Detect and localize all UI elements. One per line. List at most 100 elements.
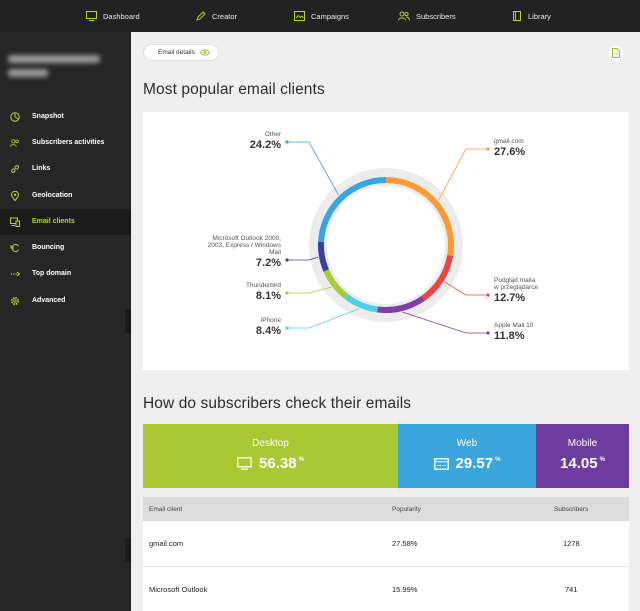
cell-email-client: gmail.com <box>149 539 184 548</box>
device-unit: % <box>298 456 304 463</box>
sidebar-collapse-handle[interactable] <box>125 309 131 333</box>
slice-leader-dot <box>486 293 490 297</box>
nav-campaigns-label: Campaigns <box>311 11 349 21</box>
donut-slice[interactable] <box>344 293 378 313</box>
device-unit: % <box>599 456 605 463</box>
nav-library-label: Library <box>528 11 551 21</box>
slice-label: gmail.com <box>494 138 524 145</box>
link-icon <box>11 165 19 173</box>
monitor-icon <box>237 457 252 470</box>
email-details-label: Email details <box>158 49 195 56</box>
sidebar: Snapshot Subscribers activities Links Ge… <box>0 32 131 611</box>
document-icon <box>612 48 620 58</box>
sidebar-item-email-clients[interactable]: Email clients <box>0 209 131 235</box>
sidebar-item-bouncing[interactable]: Bouncing <box>0 235 131 261</box>
slice-value-label: 8.4% <box>256 325 281 337</box>
slice-value-label: 24.2% <box>250 139 281 151</box>
device-box-web: Web 29.57% <box>398 424 536 488</box>
device-label: Desktop <box>252 438 289 449</box>
donut-slice[interactable] <box>377 295 425 313</box>
email-details-button[interactable]: Email details <box>143 44 219 61</box>
donut-slice[interactable] <box>318 177 387 242</box>
nav-creator-label: Creator <box>212 11 238 21</box>
slice-label: Podgląd maila w przeglądarce <box>493 277 538 291</box>
slice-leader-dot <box>285 258 289 262</box>
export-button[interactable] <box>609 46 623 60</box>
sidebar-item-label: Email clients <box>32 218 75 225</box>
sidebar-item-geolocation[interactable]: Geolocation <box>0 183 131 209</box>
table-row[interactable]: Microsoft Outlook 15.99% 741 <box>143 567 629 611</box>
table-header: Email client Popularity Subscribers <box>143 497 629 521</box>
sidebar-item-snapshot[interactable]: Snapshot <box>0 104 131 130</box>
users-icon <box>398 11 410 21</box>
nav-creator[interactable]: Creator <box>196 0 237 32</box>
cell-subscribers: 1278 <box>563 539 580 548</box>
nav-dashboard-label: Dashboard <box>103 11 140 21</box>
monitor-icon <box>86 11 97 21</box>
pie-icon <box>10 112 20 122</box>
sidebar-item-label: Bouncing <box>32 244 65 251</box>
nav-library[interactable]: Library <box>512 0 551 32</box>
browser-icon <box>433 457 449 470</box>
donut-slice[interactable] <box>318 241 329 272</box>
column-header-popularity[interactable]: Popularity <box>392 505 421 513</box>
sidebar-item-advanced[interactable]: Advanced <box>0 288 131 314</box>
main-content: Email details Most popular email clients… <box>131 32 640 611</box>
cell-subscribers: 741 <box>565 585 578 594</box>
nav-campaigns[interactable]: Campaigns <box>294 0 349 32</box>
gear-icon <box>10 296 20 306</box>
nav-subscribers[interactable]: Subscribers <box>398 0 456 32</box>
slice-label: Apple Mail 10 <box>494 322 534 329</box>
table-row[interactable]: gmail.com 27.58% 1278 <box>143 521 629 567</box>
sidebar-item-label: Subscribers activities <box>32 139 105 146</box>
device-value: 56.38 <box>259 455 297 472</box>
sidebar-item-top-domain[interactable]: Top domain <box>0 261 131 287</box>
sidebar-item-label: Links <box>32 165 51 172</box>
slice-label: Thunderbird <box>246 282 281 289</box>
slice-leader-line <box>287 256 319 261</box>
sidebar-collapse-handle[interactable] <box>125 538 131 562</box>
slice-leader-dot <box>486 331 490 335</box>
cell-popularity: 15.99% <box>392 585 418 594</box>
email-clients-table: Email client Popularity Subscribers gmai… <box>143 497 629 611</box>
sidebar-item-label: Snapshot <box>32 113 64 120</box>
device-label: Web <box>456 438 478 449</box>
sidebar-item-label: Geolocation <box>32 192 73 199</box>
domain-icon <box>10 271 20 277</box>
pin-icon <box>10 191 20 201</box>
device-box-desktop: Desktop 56.38% <box>143 424 398 488</box>
top-navigation: Dashboard Creator Campaigns Subscribers … <box>0 0 640 32</box>
column-header-email-client[interactable]: Email client <box>149 505 183 513</box>
slice-leader-line <box>438 148 488 201</box>
nav-dashboard[interactable]: Dashboard <box>86 0 140 32</box>
sidebar-item-links[interactable]: Links <box>0 156 131 182</box>
device-box-mobile: Mobile 14.05% <box>536 424 629 488</box>
section-title-popular-clients: Most popular email clients <box>143 81 325 98</box>
device-unit: % <box>495 456 501 463</box>
slice-leader-line <box>287 308 360 329</box>
email-clients-chart-card: gmail.com 27.6% Podgląd maila w przeglądarc… <box>143 112 629 370</box>
slice-value-label: 7.2% <box>256 257 281 269</box>
pencil-icon <box>196 11 206 21</box>
book-icon <box>513 11 521 21</box>
slice-leader-dot <box>285 140 289 144</box>
nav-subscribers-label: Subscribers <box>416 11 456 21</box>
sidebar-item-subscribers-activities[interactable]: Subscribers activities <box>0 130 131 156</box>
account-name-blurred <box>8 55 104 83</box>
donut-hole <box>327 186 445 304</box>
slice-value-label: 12.7% <box>494 292 525 304</box>
donut-slice[interactable] <box>323 269 349 299</box>
column-header-subscribers[interactable]: Subscribers <box>554 505 589 513</box>
slice-label: iPhone <box>261 317 282 324</box>
donut-slice[interactable] <box>421 254 454 301</box>
slice-value-label: 8.1% <box>256 290 281 302</box>
slice-leader-dot <box>285 291 289 295</box>
donut-slice[interactable] <box>385 177 454 257</box>
devices-icon <box>10 217 20 227</box>
device-value: 29.57 <box>455 455 494 472</box>
image-icon <box>294 11 305 21</box>
device-value: 14.05 <box>560 455 598 472</box>
sidebar-item-label: Top domain <box>32 270 72 277</box>
slice-label: Microsoft Outlook 2000, 2003, Express / W… <box>208 235 282 256</box>
